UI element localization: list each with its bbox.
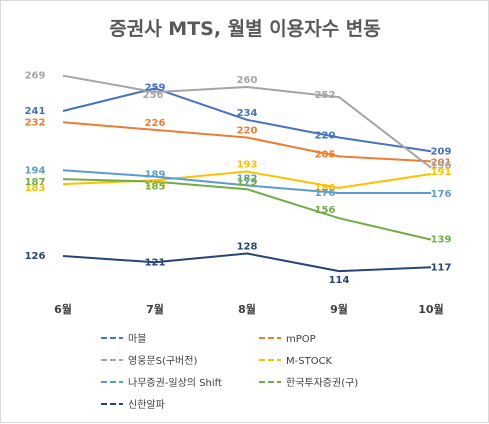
series-line — [62, 178, 432, 241]
data-label: 186 — [145, 178, 166, 189]
data-label: 259 — [145, 82, 166, 93]
series-line — [62, 121, 432, 163]
data-label: 126 — [25, 251, 46, 262]
data-label: 182 — [237, 173, 258, 184]
x-tick-label: 7월 — [146, 302, 164, 316]
data-label: 232 — [25, 117, 46, 128]
x-tick-label: 10월 — [418, 302, 443, 316]
data-label: 234 — [237, 108, 258, 119]
series-lines — [62, 74, 432, 273]
legend-label: 마블 — [128, 333, 146, 345]
data-label: 139 — [431, 235, 452, 246]
data-label: 117 — [431, 262, 452, 273]
data-label: 191 — [431, 167, 452, 178]
data-label: 187 — [25, 177, 46, 188]
data-label: 269 — [25, 71, 46, 82]
data-label: 196 — [431, 161, 452, 172]
data-label: 220 — [315, 131, 336, 142]
series-line — [62, 87, 432, 153]
series-line — [62, 252, 432, 273]
data-label: 183 — [25, 183, 46, 194]
x-tick-label: 8월 — [238, 302, 256, 316]
data-label: 194 — [25, 165, 46, 176]
data-label: 252 — [315, 90, 336, 101]
x-tick-label: 6월 — [54, 302, 72, 316]
data-label: 176 — [431, 189, 452, 200]
data-label: 256 — [143, 90, 164, 101]
chart-title: 증권사 MTS, 월별 이용자수 변동 — [109, 18, 381, 40]
data-label: 205 — [315, 149, 336, 160]
series-line — [62, 74, 432, 169]
legend-label: M-STOCK — [286, 356, 333, 367]
x-tick-label: 9월 — [330, 302, 348, 316]
legend: 마블 mPOP 영웅문S(구버전) M-STOCK 나무증권-일상의 Shift 한국투자… — [101, 333, 358, 411]
data-label: 226 — [145, 118, 166, 129]
data-label: 114 — [329, 275, 350, 286]
data-label: 201 — [431, 157, 452, 168]
data-label: 156 — [315, 205, 336, 216]
data-label: 260 — [237, 75, 258, 86]
data-label: 179 — [237, 177, 258, 188]
legend-label: 영웅문S(구버전) — [128, 355, 197, 367]
data-label: 209 — [431, 146, 452, 157]
data-label: 220 — [237, 126, 258, 137]
data-label: 121 — [145, 257, 166, 268]
data-label: 128 — [237, 242, 258, 253]
legend-label: 한국투자증권(구) — [286, 377, 358, 389]
legend-label: 나무증권-일상의 Shift — [128, 377, 222, 389]
data-labels: 241 259 234 220 209 232 226 220 205 201 269 256 260 2… — [25, 71, 452, 286]
legend-label: 신한알파 — [128, 399, 165, 411]
data-label: 180 — [315, 183, 336, 194]
data-label: 185 — [145, 182, 166, 193]
legend-label: mPOP — [286, 334, 316, 345]
data-label: 189 — [145, 170, 166, 181]
data-label: 241 — [25, 106, 46, 117]
data-label: 193 — [237, 160, 258, 171]
data-label: 176 — [315, 188, 336, 199]
x-axis-ticks: 6월 7월 8월 9월 10월 — [54, 302, 444, 316]
series-line — [62, 169, 431, 194]
